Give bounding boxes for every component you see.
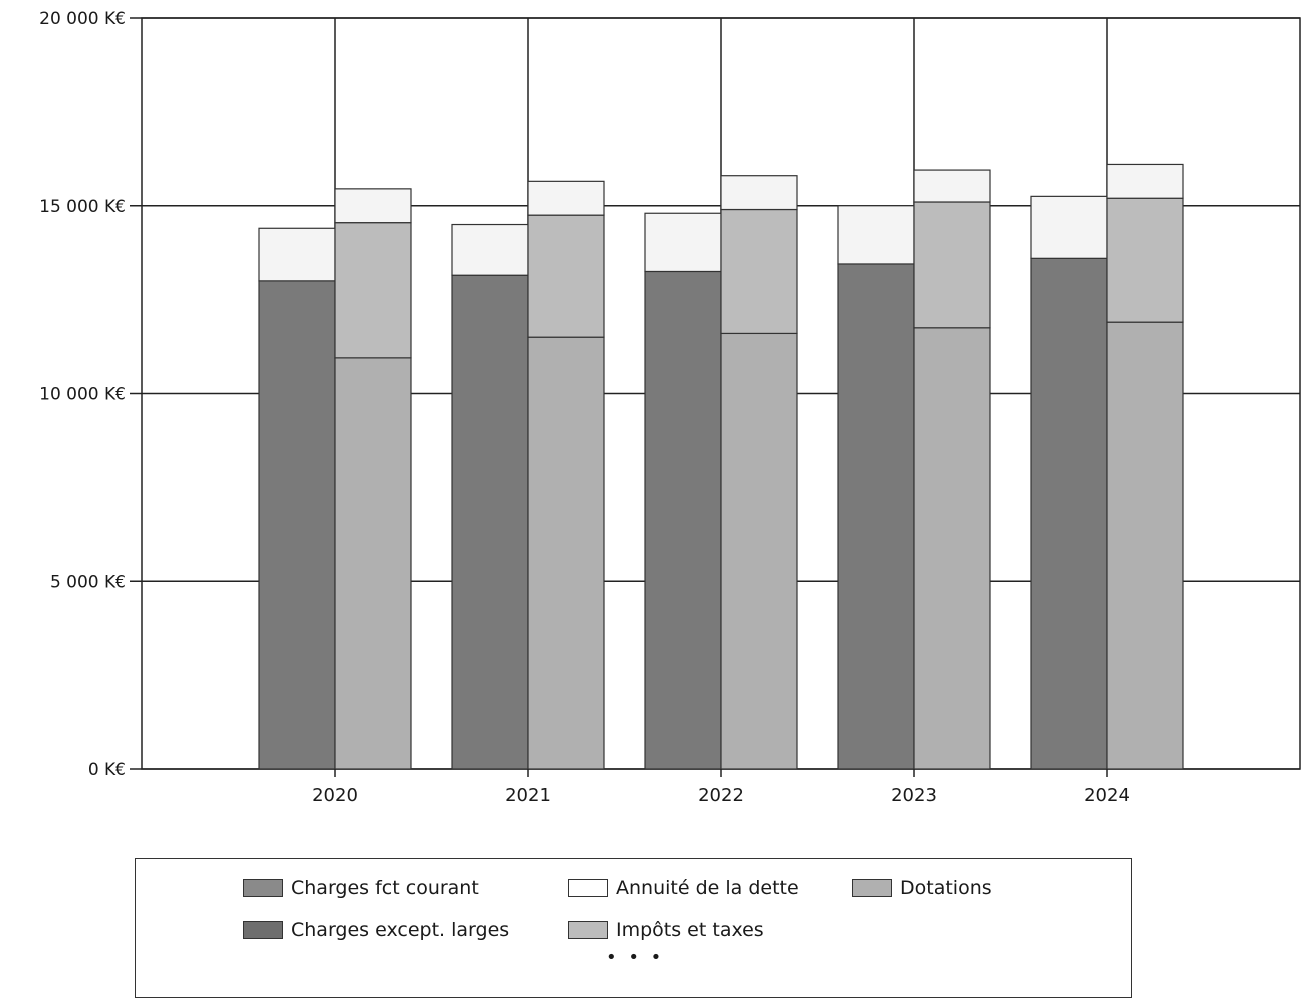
x-tick-label: 2021: [505, 785, 551, 806]
x-tick-label: 2024: [1084, 785, 1130, 806]
legend-label: Annuité de la dette: [616, 877, 799, 899]
y-tick-label: 20 000 K€: [39, 9, 126, 29]
bar-segment-charges-except-larges: [451, 274, 529, 770]
axis-layer: 0 K€ 5 000 K€ 10 000 K€ 15 000 K€ 20 000 K€ 2…: [39, 9, 1130, 806]
bar-segment-imp-ts-et-taxes: [913, 201, 991, 329]
bar-segment-dotations: [913, 327, 991, 770]
legend-item-impots-taxes: Impôts et taxes: [568, 919, 764, 941]
legend-swatch-charges-fct-courant: [243, 879, 283, 897]
bar-segment-annuit-de-la-dette: [334, 188, 412, 224]
legend-item-charges-fct-courant: Charges fct courant: [243, 877, 479, 899]
bar-segment-dotations: [720, 332, 798, 770]
legend-label: Charges except. larges: [291, 919, 510, 941]
bars-layer: [258, 163, 1184, 770]
legend-label: Impôts et taxes: [616, 919, 764, 941]
legend-item-annuite-dette: Annuité de la dette: [568, 877, 799, 899]
stacked-bar-chart: 0 K€ 5 000 K€ 10 000 K€ 15 000 K€ 20 000 K€ 2…: [39, 9, 1301, 806]
y-tick-label: 0 K€: [88, 760, 126, 780]
legend-label: Dotations: [900, 877, 992, 899]
bar-segment-dotations: [1106, 321, 1184, 770]
bar-segment-charges-except-larges: [258, 280, 336, 770]
bar-segment-annuit-de-la-dette: [1030, 195, 1108, 259]
bar-segment-annuit-de-la-dette: [837, 205, 915, 265]
bar-segment-imp-ts-et-taxes: [720, 208, 798, 335]
bar-segment-annuit-de-la-dette: [527, 180, 605, 216]
legend-item-dotations: Dotations: [852, 877, 992, 899]
legend-item-charges-except-larges: Charges except. larges: [243, 919, 509, 941]
y-tick-label: 10 000 K€: [39, 385, 126, 405]
bar-segment-annuit-de-la-dette: [720, 175, 798, 211]
bar-segment-imp-ts-et-taxes: [1106, 197, 1184, 323]
legend-label: Charges fct courant: [291, 877, 479, 899]
bar-segment-annuit-de-la-dette: [913, 169, 991, 203]
legend-more-indicator[interactable]: • • •: [606, 947, 665, 968]
legend-swatch-impots-taxes: [568, 921, 608, 939]
legend-swatch-charges-except-larges: [243, 921, 283, 939]
bar-segment-imp-ts-et-taxes: [527, 214, 605, 338]
bar-segment-imp-ts-et-taxes: [334, 222, 412, 359]
bar-segment-annuit-de-la-dette: [451, 223, 529, 276]
bar-segment-charges-except-larges: [1030, 257, 1108, 770]
bar-segment-annuit-de-la-dette: [258, 227, 336, 282]
bar-segment-charges-except-larges: [644, 270, 722, 770]
bar-segment-annuit-de-la-dette: [644, 212, 722, 273]
y-tick-label: 5 000 K€: [50, 572, 126, 592]
bar-segment-dotations: [334, 357, 412, 770]
legend-swatch-dotations: [852, 879, 892, 897]
x-tick-label: 2023: [891, 785, 937, 806]
legend: Charges fct courant Annuité de la dette …: [135, 858, 1132, 998]
y-tick-label: 15 000 K€: [39, 197, 126, 217]
bar-segment-dotations: [527, 336, 605, 770]
x-tick-label: 2022: [698, 785, 744, 806]
legend-swatch-annuite-dette: [568, 879, 608, 897]
bar-segment-annuit-de-la-dette: [1106, 163, 1184, 199]
x-tick-label: 2020: [312, 785, 358, 806]
bar-segment-charges-except-larges: [837, 263, 915, 770]
